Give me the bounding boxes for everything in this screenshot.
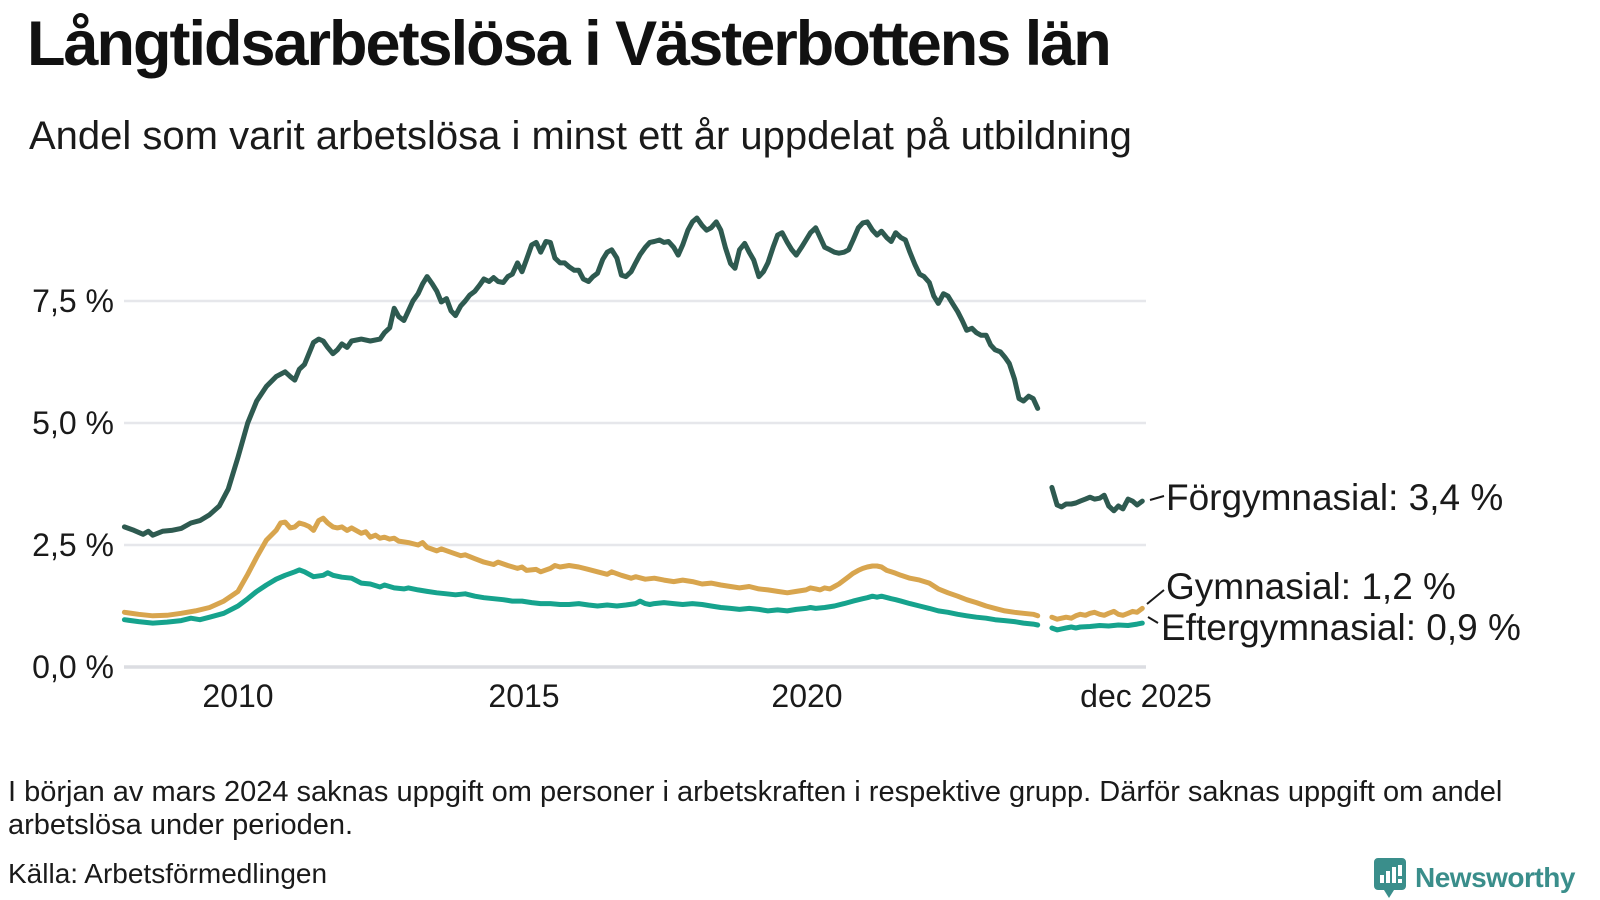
newsworthy-pin-icon — [1374, 858, 1406, 898]
x-tick-2015: 2015 — [488, 678, 560, 714]
y-tick-0-0: 0,0 % — [32, 649, 114, 685]
x-tick-2010: 2010 — [202, 678, 274, 714]
source-text: Källa: Arbetsförmedlingen — [8, 858, 328, 889]
series-line-gymnasial-after-gap — [1049, 605, 1145, 622]
y-tick-2-5: 2,5 % — [32, 527, 114, 563]
y-tick-5-0: 5,0 % — [32, 405, 114, 441]
series-label-gymnasial: Gymnasial: 1,2 % — [1166, 566, 1456, 607]
connector-eftergymnasial — [1147, 616, 1159, 624]
connector-gymnasial — [1146, 589, 1165, 605]
page-subtitle: Andel som varit arbetslösa i minst ett å… — [29, 114, 1132, 158]
series-label-eftergymnasial: Eftergymnasial: 0,9 % — [1161, 607, 1521, 648]
brand-logo: Newsworthy — [1374, 858, 1575, 898]
footnote: I början av mars 2024 saknas uppgift om … — [8, 776, 1503, 841]
brand-name: Newsworthy — [1415, 862, 1575, 893]
x-tick-2020: 2020 — [771, 678, 843, 714]
y-tick-7-5: 7,5 % — [32, 283, 114, 319]
series-line-eftergymnasial — [121, 567, 1041, 628]
x-tick-dec-2025: dec 2025 — [1080, 678, 1212, 714]
page-title: Långtidsarbetslösa i Västerbottens län — [27, 9, 1112, 79]
series-line-forgymnasial — [121, 215, 1041, 538]
series-label-forgymnasial: Förgymnasial: 3,4 % — [1166, 477, 1504, 518]
series-line-gymnasial — [121, 515, 1041, 619]
series-line-eftergymnasial-after-gap — [1049, 620, 1145, 633]
series-line-forgymnasial-after-gap — [1049, 484, 1145, 514]
connector-forgymnasial — [1149, 495, 1165, 501]
